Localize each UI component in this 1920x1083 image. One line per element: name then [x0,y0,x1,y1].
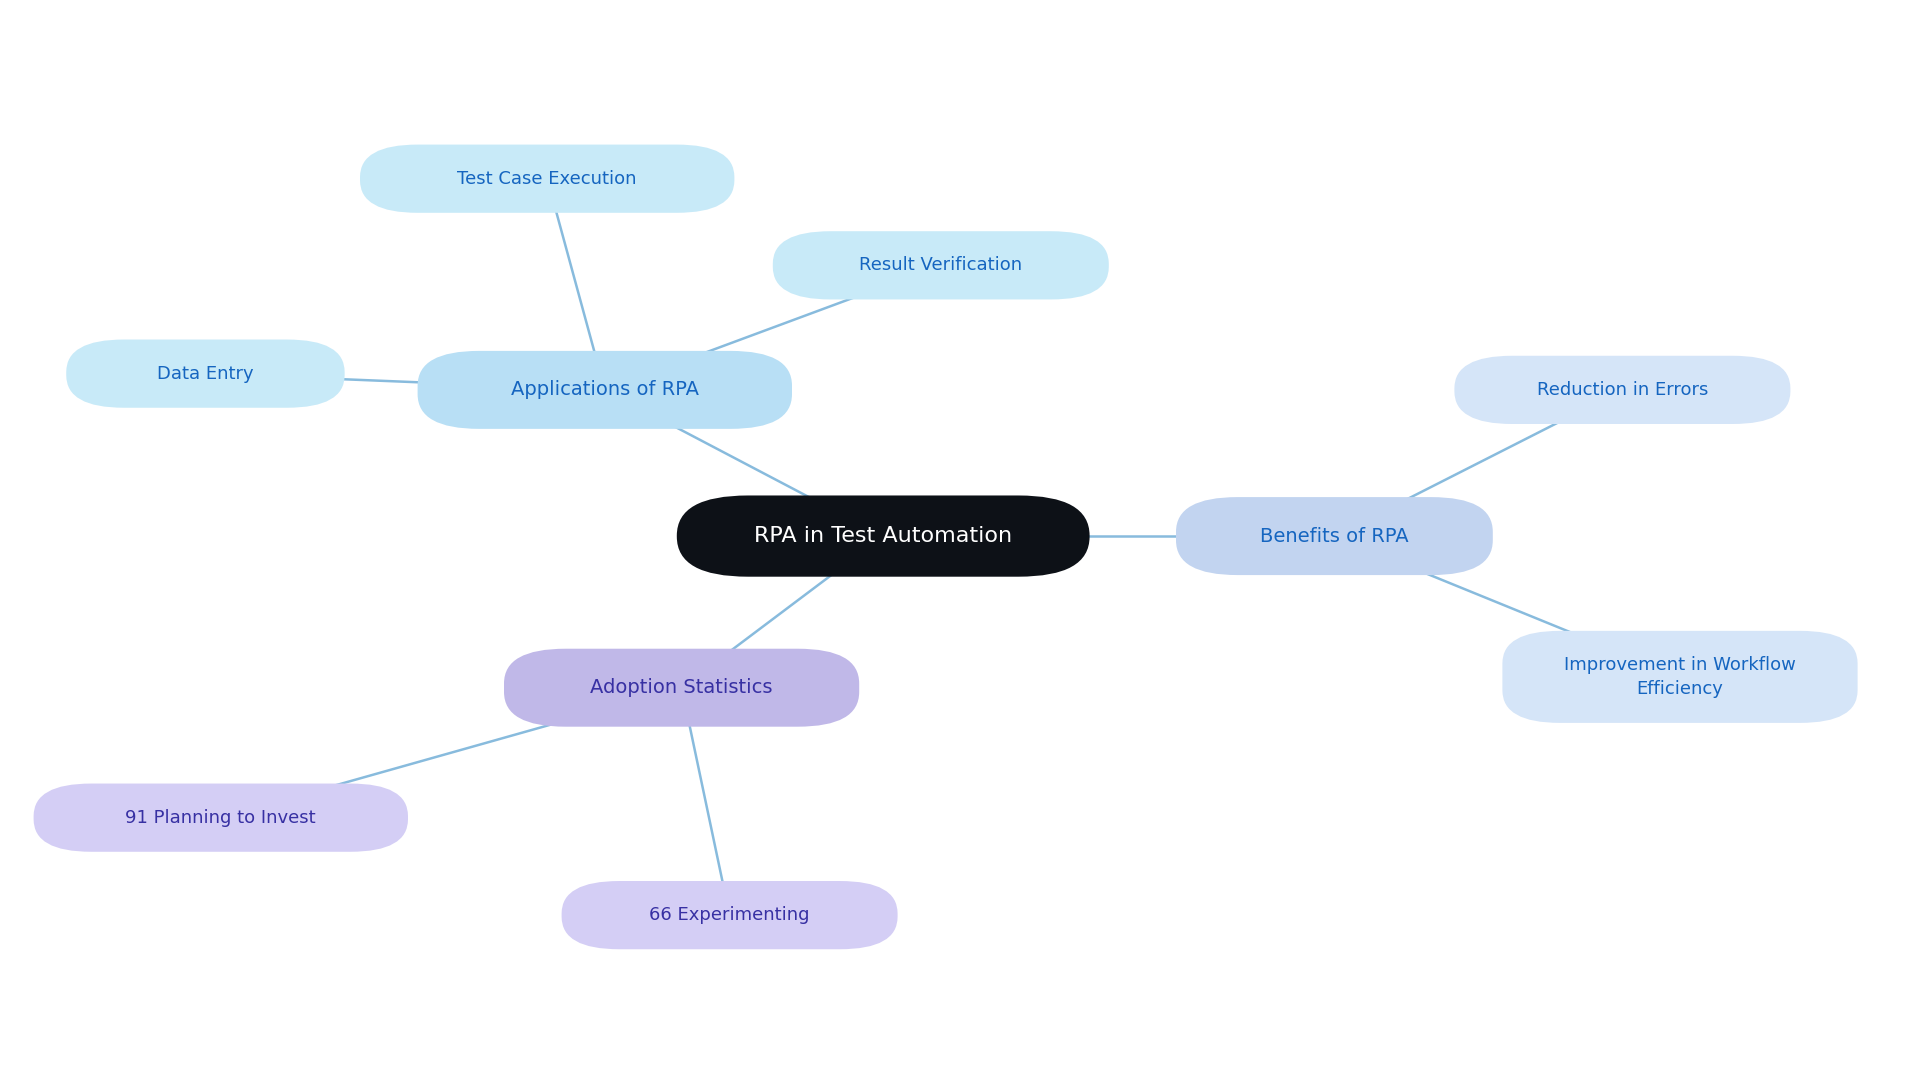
Text: Benefits of RPA: Benefits of RPA [1260,526,1409,546]
Text: Improvement in Workflow
Efficiency: Improvement in Workflow Efficiency [1565,656,1795,697]
Text: Reduction in Errors: Reduction in Errors [1536,381,1709,399]
Text: Adoption Statistics: Adoption Statistics [589,678,774,697]
Text: 66 Experimenting: 66 Experimenting [649,906,810,924]
FancyBboxPatch shape [65,339,346,407]
Text: Data Entry: Data Entry [157,365,253,382]
FancyBboxPatch shape [561,882,897,949]
Text: Test Case Execution: Test Case Execution [457,170,637,187]
FancyBboxPatch shape [1175,497,1494,575]
FancyBboxPatch shape [35,784,409,851]
FancyBboxPatch shape [1501,630,1859,723]
FancyBboxPatch shape [772,232,1108,299]
FancyBboxPatch shape [359,144,733,212]
FancyBboxPatch shape [503,649,858,727]
Text: RPA in Test Automation: RPA in Test Automation [755,526,1012,546]
Text: Applications of RPA: Applications of RPA [511,380,699,400]
Text: 91 Planning to Invest: 91 Planning to Invest [125,809,317,826]
FancyBboxPatch shape [678,496,1089,576]
FancyBboxPatch shape [419,351,791,429]
FancyBboxPatch shape [1455,355,1789,423]
Text: Result Verification: Result Verification [860,257,1021,274]
